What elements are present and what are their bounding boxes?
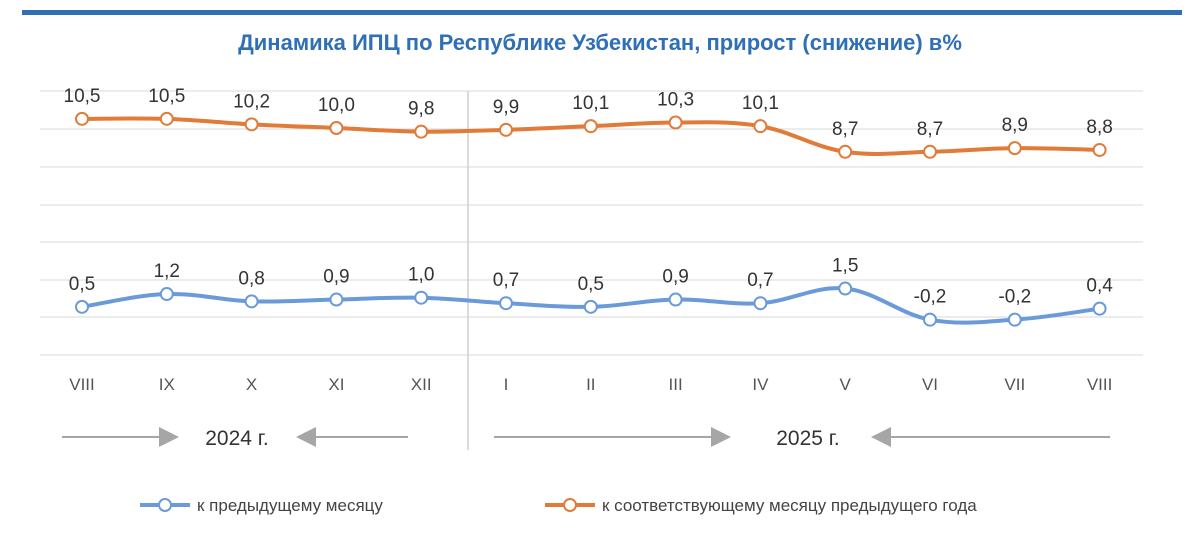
monthly-data-label: 1,2	[154, 261, 180, 282]
yearly-point	[414, 124, 429, 139]
monthly-point	[838, 281, 853, 296]
yearly-data-label: 10,5	[64, 86, 101, 107]
monthly-point	[668, 292, 683, 307]
x-tick-label: II	[586, 375, 595, 394]
yearly-legend-marker	[563, 498, 577, 512]
monthly-point	[753, 296, 768, 311]
year-label-2025: 2025 г.	[776, 427, 839, 450]
monthly-data-label: 0,9	[323, 267, 349, 288]
yearly-point	[668, 115, 683, 130]
yearly-point	[583, 119, 598, 134]
x-tick-label: XII	[411, 375, 432, 394]
x-tick-label: XI	[328, 375, 344, 394]
monthly-point	[1092, 301, 1107, 316]
x-tick-label: IX	[159, 375, 175, 394]
monthly-point	[75, 299, 89, 314]
x-tick-label: IV	[752, 375, 769, 394]
yearly-point	[923, 144, 937, 159]
yearly-data-label: 10,3	[657, 90, 694, 111]
yearly-data-label: 10,5	[148, 86, 185, 107]
monthly-data-label: 0,7	[747, 270, 773, 291]
monthly-data-label: 0,8	[238, 268, 264, 289]
monthly-data-label: 0,5	[578, 274, 604, 295]
year-groups: 2024 г. 2025 г.	[62, 427, 1110, 450]
gridlines	[40, 90, 1143, 356]
monthly-data-label: 0,7	[493, 270, 519, 291]
monthly-legend-label: к предыдущему месяцу	[197, 496, 383, 515]
monthly-point	[159, 287, 174, 302]
monthly-point	[923, 312, 937, 327]
yearly-point	[499, 122, 513, 137]
x-tick-label: V	[840, 375, 852, 394]
x-tick-label: VII	[1004, 375, 1025, 394]
yearly-data-label: 8,7	[917, 119, 943, 140]
yearly-point	[753, 119, 768, 134]
year-label-2024: 2024 г.	[205, 427, 268, 450]
x-axis-ticks: VIII IX X XI XII I II III IV V VI VII VIII	[69, 375, 1112, 394]
monthly-point	[244, 294, 259, 309]
monthly-data-label: 1,5	[832, 256, 858, 277]
x-tick-label: III	[669, 375, 683, 394]
monthly-data-label: -0,2	[998, 287, 1031, 308]
yearly-data-label: 8,9	[1002, 115, 1028, 136]
yearly-point	[159, 111, 174, 126]
monthly-data-label: 0,4	[1086, 276, 1113, 297]
monthly-legend-marker	[158, 498, 172, 512]
monthly-point	[499, 296, 513, 311]
yearly-data-label: 10,0	[318, 95, 355, 116]
monthly-data-label: 0,5	[69, 274, 95, 295]
yearly-data-label: 10,1	[742, 93, 779, 114]
yearly-data-label: 10,1	[572, 93, 609, 114]
monthly-point	[329, 292, 344, 307]
x-tick-label: VIII	[1087, 375, 1113, 394]
yearly-data-label: 9,8	[408, 99, 434, 120]
yearly-data-label: 8,8	[1086, 117, 1112, 138]
monthly-point	[1007, 312, 1022, 327]
top-accent-bar	[22, 10, 1182, 15]
x-tick-label: VI	[922, 375, 938, 394]
x-tick-label: I	[504, 375, 509, 394]
monthly-data-label: 1,0	[408, 265, 434, 286]
yearly-data-label: 8,7	[832, 119, 858, 140]
yearly-point	[1007, 141, 1022, 156]
yearly-point	[244, 117, 259, 132]
chart-title: Динамика ИПЦ по Республике Узбекистан, п…	[238, 30, 962, 55]
yearly-point	[329, 121, 344, 135]
yearly-data-label: 9,9	[493, 97, 519, 118]
monthly-data-label: -0,2	[914, 287, 947, 308]
monthly-point	[583, 299, 598, 314]
yearly-point	[1092, 142, 1107, 157]
yearly-point	[838, 144, 853, 159]
legend: к предыдущему месяцу к соответствующему м…	[140, 496, 977, 515]
yearly-point	[75, 111, 89, 126]
series-points	[75, 111, 1107, 327]
monthly-data-label: 0,9	[662, 267, 688, 288]
x-tick-label: VIII	[69, 375, 95, 394]
data-labels: 10,5 10,5 10,2 10,0 9,8 9,9 10,1 10,3 10,1 8,7 8,7…	[64, 86, 1114, 308]
yearly-data-label: 10,2	[233, 91, 270, 112]
monthly-point	[414, 290, 429, 305]
x-tick-label: X	[246, 375, 257, 394]
yearly-legend-label: к соответствующему месяцу предыдущего го…	[602, 496, 977, 515]
